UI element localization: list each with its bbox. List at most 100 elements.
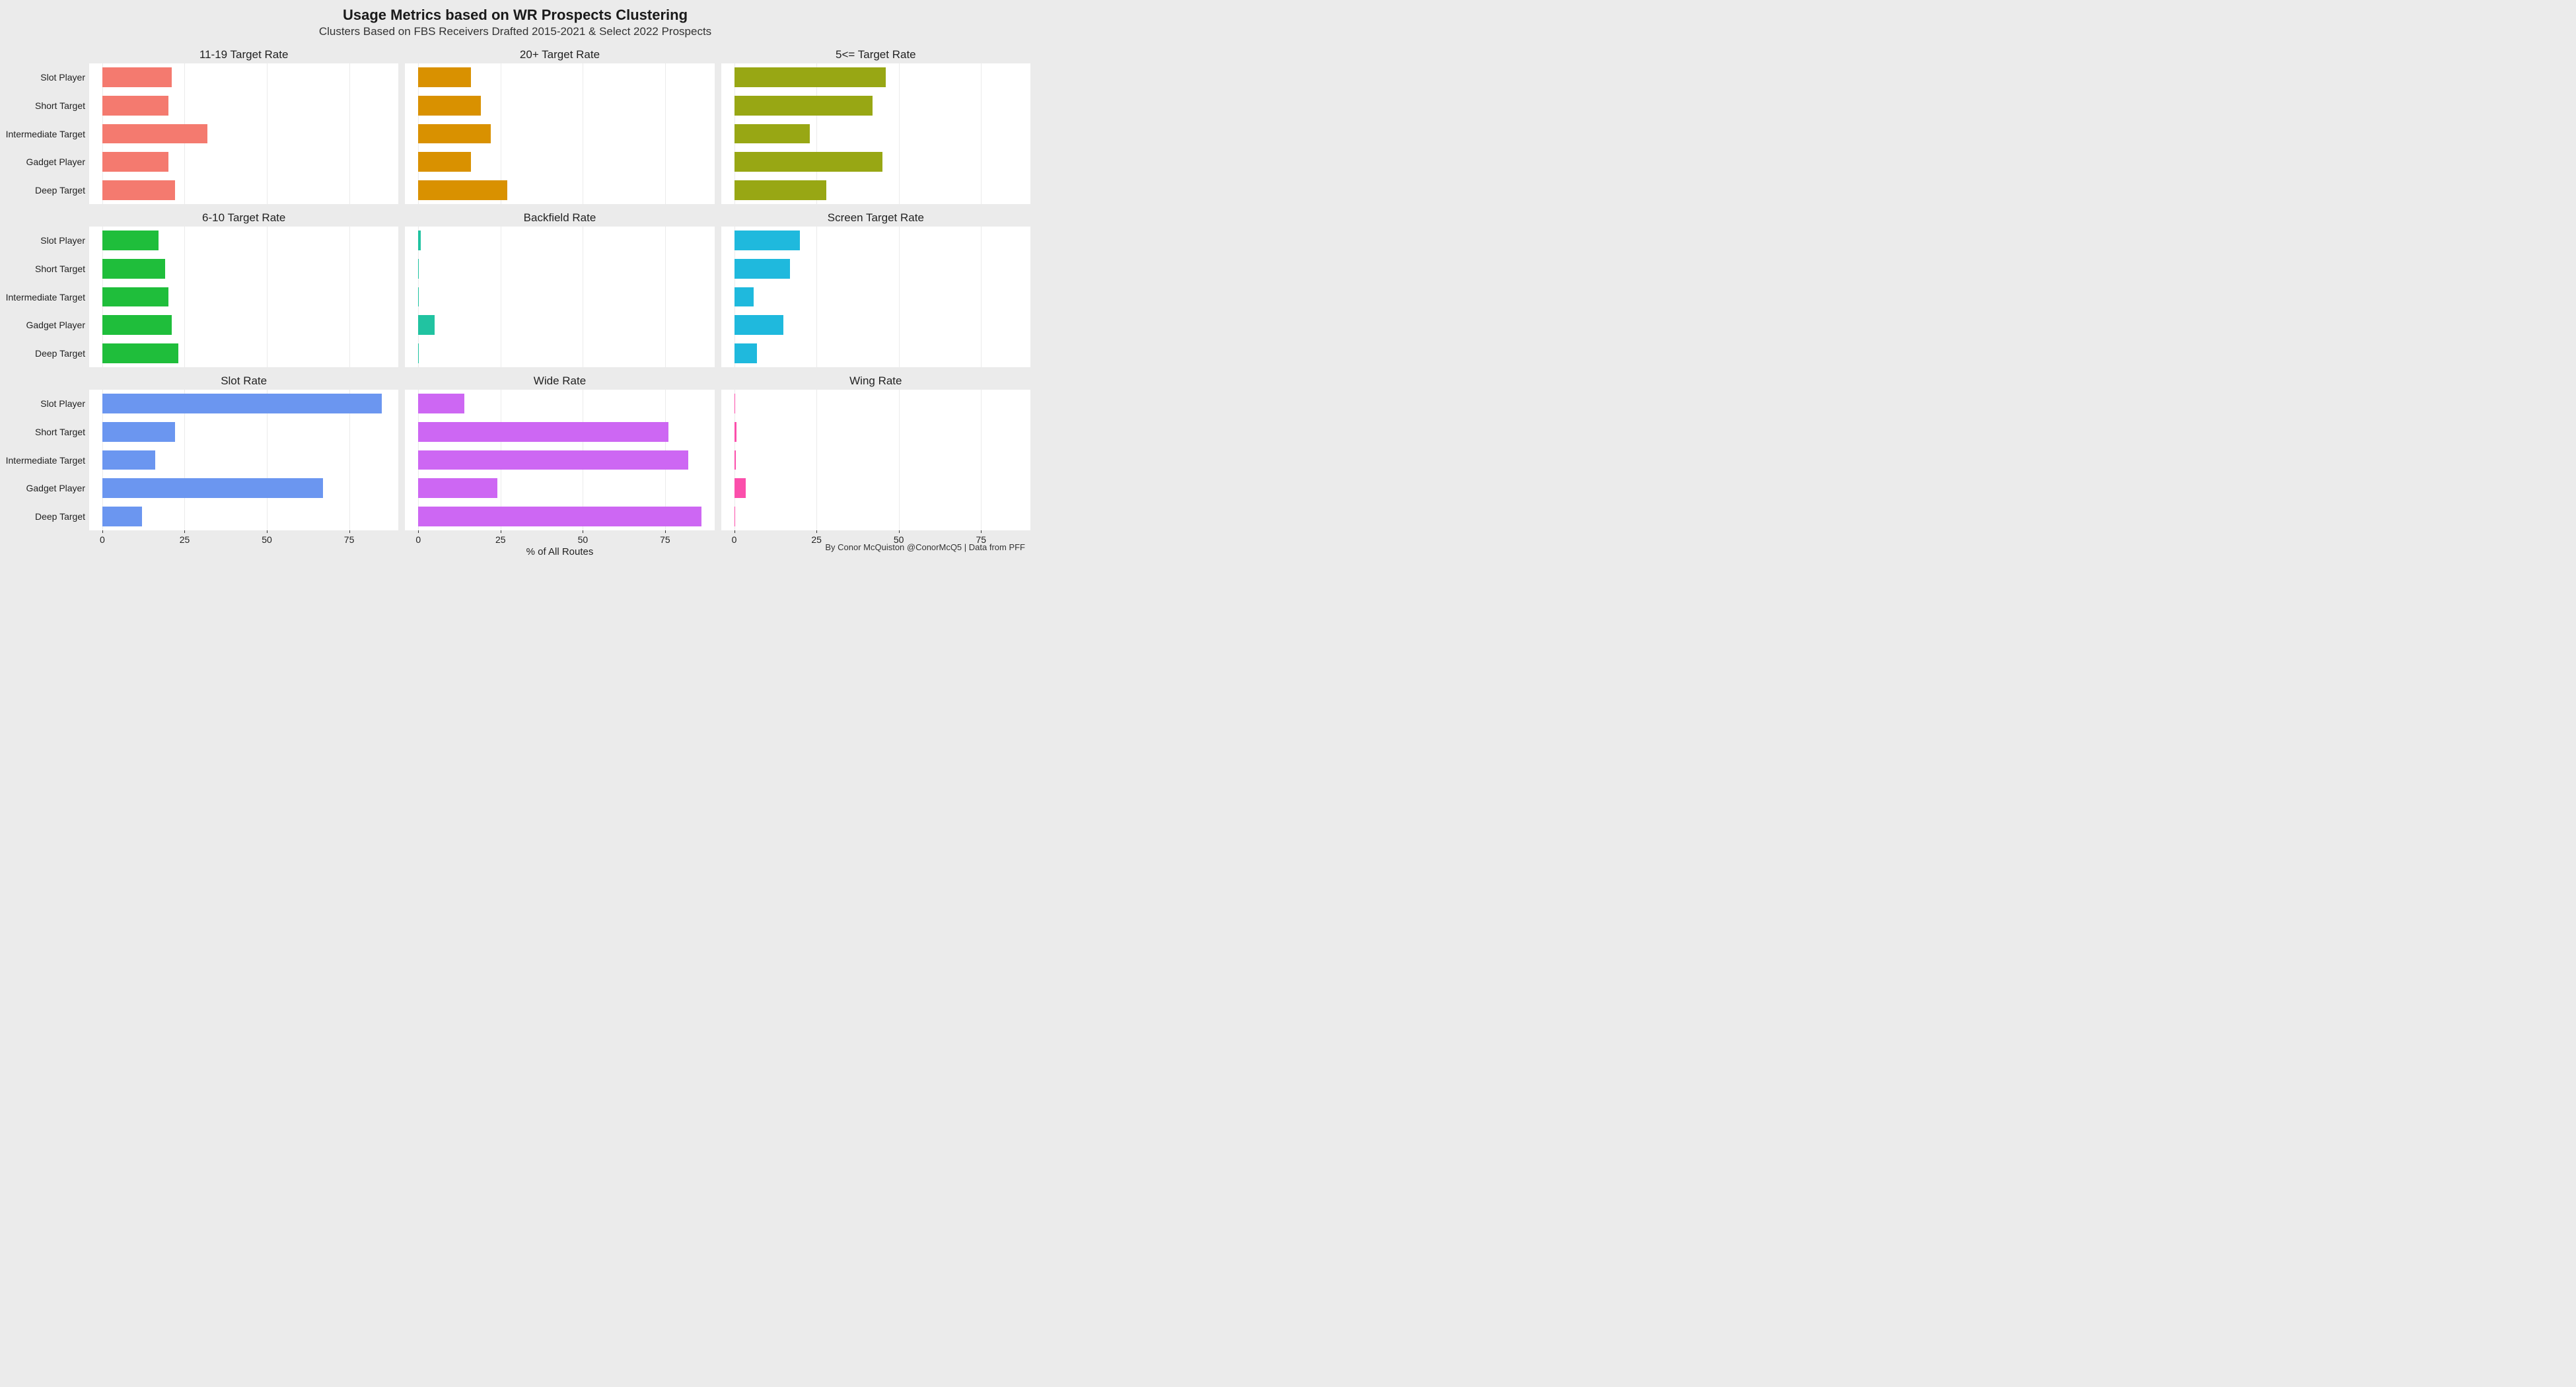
- y-tick-label: Slot Player: [40, 235, 89, 246]
- gridline: [816, 227, 817, 367]
- gridline: [899, 227, 900, 367]
- plot-area: 0255075: [721, 390, 1030, 530]
- bar: [734, 96, 873, 116]
- bar: [102, 259, 165, 279]
- x-tick-mark: [102, 530, 103, 533]
- bar: [418, 422, 668, 442]
- gridline: [349, 63, 350, 204]
- y-tick-label: Gadget Player: [26, 320, 90, 330]
- facet-panel: Wing Rate0255075: [721, 374, 1030, 530]
- x-tick-label: 0: [732, 534, 737, 545]
- bar: [418, 394, 464, 413]
- x-tick-mark: [267, 530, 268, 533]
- chart-title: Usage Metrics based on WR Prospects Clus…: [0, 0, 1030, 24]
- panel-title: Wide Rate: [405, 374, 714, 388]
- facet-grid: 11-19 Target RateSlot PlayerShort Target…: [0, 48, 1030, 533]
- bar: [102, 287, 168, 307]
- bar: [102, 507, 142, 526]
- x-axis-label: % of All Routes: [526, 546, 594, 557]
- x-tick-label: 75: [660, 534, 670, 545]
- bar: [734, 287, 754, 307]
- y-tick-label: Intermediate Target: [6, 292, 89, 302]
- bar: [418, 507, 701, 526]
- gridline: [665, 227, 666, 367]
- bar: [102, 67, 172, 87]
- plot-area: [405, 63, 714, 204]
- panel-title: Slot Rate: [89, 374, 398, 388]
- gridline: [981, 63, 982, 204]
- plot-area: 0255075Slot PlayerShort TargetIntermedia…: [89, 390, 398, 530]
- y-tick-label: Intermediate Target: [6, 129, 89, 139]
- facet-panel: Slot Rate 0255075Slot PlayerShort TargetI…: [89, 374, 398, 530]
- plot-area: 0255075: [405, 390, 714, 530]
- facet-panel: 6-10 Target RateSlot PlayerShort TargetI…: [89, 211, 398, 367]
- bar: [734, 67, 886, 87]
- plot-area: Slot PlayerShort TargetIntermediate Targ…: [89, 227, 398, 367]
- x-tick-label: 75: [344, 534, 355, 545]
- facet-panel: 20+ Target Rate: [405, 48, 714, 204]
- bar: [102, 478, 323, 498]
- gridline: [899, 390, 900, 530]
- bar: [418, 231, 420, 250]
- facet-panel: Screen Target Rate: [721, 211, 1030, 367]
- chart-wrapper: Usage Metrics based on WR Prospects Clus…: [0, 0, 1030, 555]
- bar: [734, 507, 735, 526]
- chart-subtitle: Clusters Based on FBS Receivers Drafted …: [0, 24, 1030, 42]
- bar: [418, 180, 507, 200]
- bar: [734, 180, 827, 200]
- x-tick-mark: [665, 530, 666, 533]
- bar: [734, 124, 810, 144]
- bar: [418, 478, 497, 498]
- y-tick-label: Short Target: [35, 100, 89, 111]
- bar: [734, 394, 735, 413]
- x-tick-mark: [734, 530, 735, 533]
- x-tick-mark: [899, 530, 900, 533]
- x-tick-mark: [816, 530, 817, 533]
- gridline: [184, 227, 185, 367]
- bar: [418, 152, 471, 172]
- bar: [102, 422, 175, 442]
- bar: [418, 67, 471, 87]
- y-tick-label: Slot Player: [40, 398, 89, 409]
- y-tick-label: Slot Player: [40, 72, 89, 83]
- bar: [734, 478, 746, 498]
- bar: [102, 96, 168, 116]
- gridline: [899, 63, 900, 204]
- x-tick-label: 25: [495, 534, 506, 545]
- bar: [734, 315, 784, 335]
- plot-area: [721, 227, 1030, 367]
- bar: [418, 315, 435, 335]
- gridline: [981, 227, 982, 367]
- bar: [102, 152, 168, 172]
- chart-caption: By Conor McQuiston @ConorMcQ5 | Data fro…: [825, 542, 1025, 552]
- y-tick-label: Short Target: [35, 427, 89, 437]
- x-tick-label: 25: [180, 534, 190, 545]
- x-tick-label: 25: [811, 534, 822, 545]
- bar: [102, 124, 207, 144]
- gridline: [665, 63, 666, 204]
- bar: [734, 343, 758, 363]
- y-tick-label: Gadget Player: [26, 157, 90, 167]
- bar: [734, 259, 791, 279]
- gridline: [267, 227, 268, 367]
- y-tick-label: Deep Target: [35, 185, 89, 196]
- plot-area: Slot PlayerShort TargetIntermediate Targ…: [89, 63, 398, 204]
- gridline: [349, 227, 350, 367]
- x-tick-mark: [981, 530, 982, 533]
- y-tick-label: Gadget Player: [26, 483, 90, 493]
- facet-panel: Wide Rate 0255075: [405, 374, 714, 530]
- bar: [734, 231, 801, 250]
- x-tick-mark: [349, 530, 350, 533]
- plot-area: [721, 63, 1030, 204]
- panel-title: Backfield Rate: [405, 211, 714, 225]
- bar: [102, 315, 172, 335]
- x-tick-mark: [184, 530, 185, 533]
- y-tick-label: Short Target: [35, 264, 89, 274]
- facet-panel: 5<= Target Rate: [721, 48, 1030, 204]
- facet-panel: 11-19 Target RateSlot PlayerShort Target…: [89, 48, 398, 204]
- bar: [418, 259, 419, 279]
- bar: [734, 450, 736, 470]
- y-tick-label: Deep Target: [35, 511, 89, 522]
- bar: [734, 152, 882, 172]
- x-tick-label: 50: [578, 534, 589, 545]
